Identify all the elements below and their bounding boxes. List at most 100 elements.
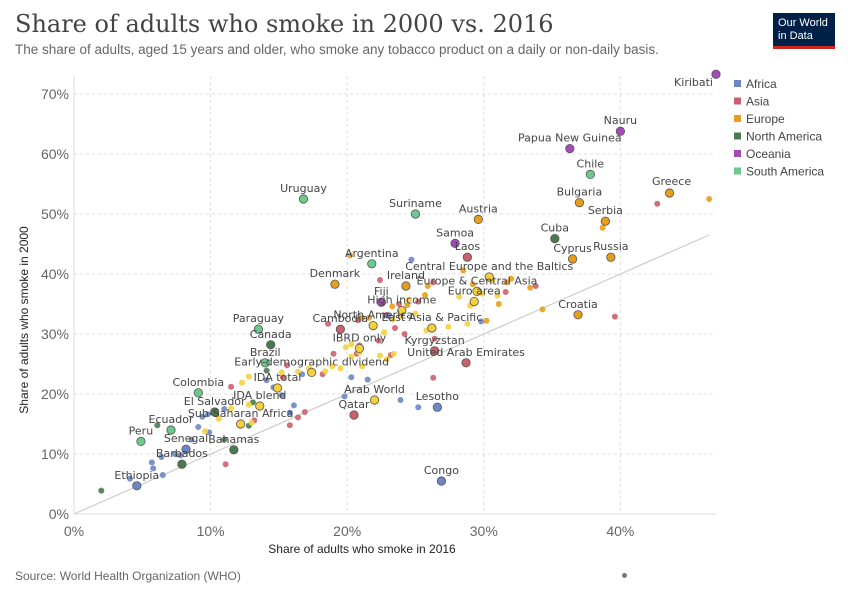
data-point[interactable]: [263, 367, 270, 374]
labeled-point[interactable]: [450, 238, 460, 248]
data-point[interactable]: [539, 306, 546, 313]
labeled-point[interactable]: [367, 259, 377, 269]
labeled-point[interactable]: [436, 476, 447, 486]
labeled-point[interactable]: [462, 252, 472, 262]
labeled-point[interactable]: [330, 279, 340, 289]
legend-label[interactable]: North America: [746, 130, 822, 144]
labeled-point[interactable]: [585, 169, 595, 179]
legend-label[interactable]: Asia: [746, 95, 770, 109]
data-point[interactable]: [494, 292, 501, 299]
labeled-point[interactable]: [368, 320, 378, 331]
data-point[interactable]: [404, 302, 411, 309]
legend-label[interactable]: South America: [746, 165, 824, 179]
labeled-point[interactable]: [210, 407, 220, 417]
data-point[interactable]: [424, 283, 431, 289]
data-point[interactable]: [330, 350, 337, 357]
data-point[interactable]: [376, 352, 383, 359]
data-point[interactable]: [158, 454, 165, 460]
data-point[interactable]: [199, 413, 206, 420]
owid-logo[interactable]: Our World in Data: [773, 13, 835, 49]
data-point[interactable]: [376, 277, 383, 283]
data-point[interactable]: [430, 374, 437, 381]
data-point[interactable]: [204, 411, 211, 418]
labeled-point[interactable]: [574, 198, 585, 208]
labeled-point[interactable]: [376, 297, 386, 307]
labeled-point[interactable]: [349, 410, 359, 420]
data-point[interactable]: [215, 415, 222, 422]
data-point[interactable]: [478, 318, 485, 325]
data-point[interactable]: [279, 374, 286, 381]
labeled-point[interactable]: [432, 402, 442, 412]
data-point[interactable]: [221, 406, 228, 412]
data-point[interactable]: [195, 424, 202, 430]
data-point[interactable]: [392, 325, 398, 331]
data-point[interactable]: [483, 317, 490, 324]
data-point[interactable]: [278, 369, 285, 376]
data-point[interactable]: [390, 350, 397, 357]
data-point[interactable]: [228, 405, 235, 412]
labeled-point[interactable]: [193, 388, 203, 398]
labeled-point[interactable]: [484, 272, 494, 282]
legend-label[interactable]: Africa: [746, 77, 777, 91]
labeled-point[interactable]: [565, 144, 575, 154]
labeled-point[interactable]: [266, 340, 276, 350]
legend-label[interactable]: Europe: [746, 112, 785, 126]
data-point[interactable]: [278, 392, 285, 399]
data-point[interactable]: [301, 409, 308, 415]
data-point[interactable]: [348, 353, 355, 360]
labeled-point[interactable]: [260, 358, 270, 368]
data-point[interactable]: [430, 279, 437, 286]
data-point[interactable]: [469, 281, 476, 288]
data-point[interactable]: [290, 402, 297, 409]
labeled-point[interactable]: [401, 281, 411, 291]
data-point[interactable]: [422, 292, 429, 298]
data-point[interactable]: [329, 363, 336, 370]
labeled-point[interactable]: [298, 194, 309, 204]
data-point[interactable]: [389, 316, 396, 323]
labeled-point[interactable]: [567, 254, 578, 264]
data-point[interactable]: [532, 283, 539, 289]
legend-label[interactable]: Oceania: [746, 147, 791, 161]
labeled-point[interactable]: [166, 425, 176, 435]
data-point[interactable]: [245, 373, 252, 380]
data-point[interactable]: [154, 422, 161, 429]
data-point[interactable]: [98, 487, 105, 494]
data-point[interactable]: [599, 224, 606, 231]
data-point[interactable]: [464, 320, 471, 327]
data-point[interactable]: [295, 368, 302, 375]
data-point[interactable]: [295, 414, 302, 421]
data-point[interactable]: [415, 298, 422, 305]
data-point[interactable]: [460, 267, 467, 274]
data-point[interactable]: [396, 301, 403, 307]
labeled-point[interactable]: [136, 436, 146, 446]
labeled-point[interactable]: [600, 216, 610, 226]
data-point[interactable]: [412, 310, 419, 317]
data-point[interactable]: [364, 376, 371, 383]
data-point[interactable]: [366, 314, 373, 321]
data-point[interactable]: [397, 397, 404, 403]
labeled-point[interactable]: [461, 358, 471, 368]
data-point[interactable]: [286, 409, 293, 416]
labeled-point[interactable]: [410, 209, 421, 219]
data-point[interactable]: [359, 314, 366, 321]
data-point[interactable]: [172, 451, 179, 457]
labeled-point[interactable]: [307, 367, 317, 377]
labeled-point[interactable]: [430, 346, 440, 356]
data-point[interactable]: [337, 365, 344, 372]
data-point[interactable]: [383, 356, 390, 363]
labeled-point[interactable]: [272, 383, 283, 393]
data-point[interactable]: [502, 289, 509, 295]
data-point[interactable]: [177, 452, 184, 459]
data-point[interactable]: [495, 301, 502, 307]
data-point[interactable]: [381, 329, 388, 336]
data-point[interactable]: [431, 335, 438, 342]
data-point[interactable]: [527, 284, 534, 291]
labeled-point[interactable]: [335, 324, 345, 334]
labeled-point[interactable]: [236, 419, 246, 429]
data-point[interactable]: [401, 331, 408, 337]
data-point[interactable]: [346, 252, 353, 259]
data-point[interactable]: [456, 293, 463, 300]
labeled-point[interactable]: [181, 444, 191, 454]
data-point[interactable]: [706, 196, 713, 202]
data-point[interactable]: [322, 368, 329, 375]
